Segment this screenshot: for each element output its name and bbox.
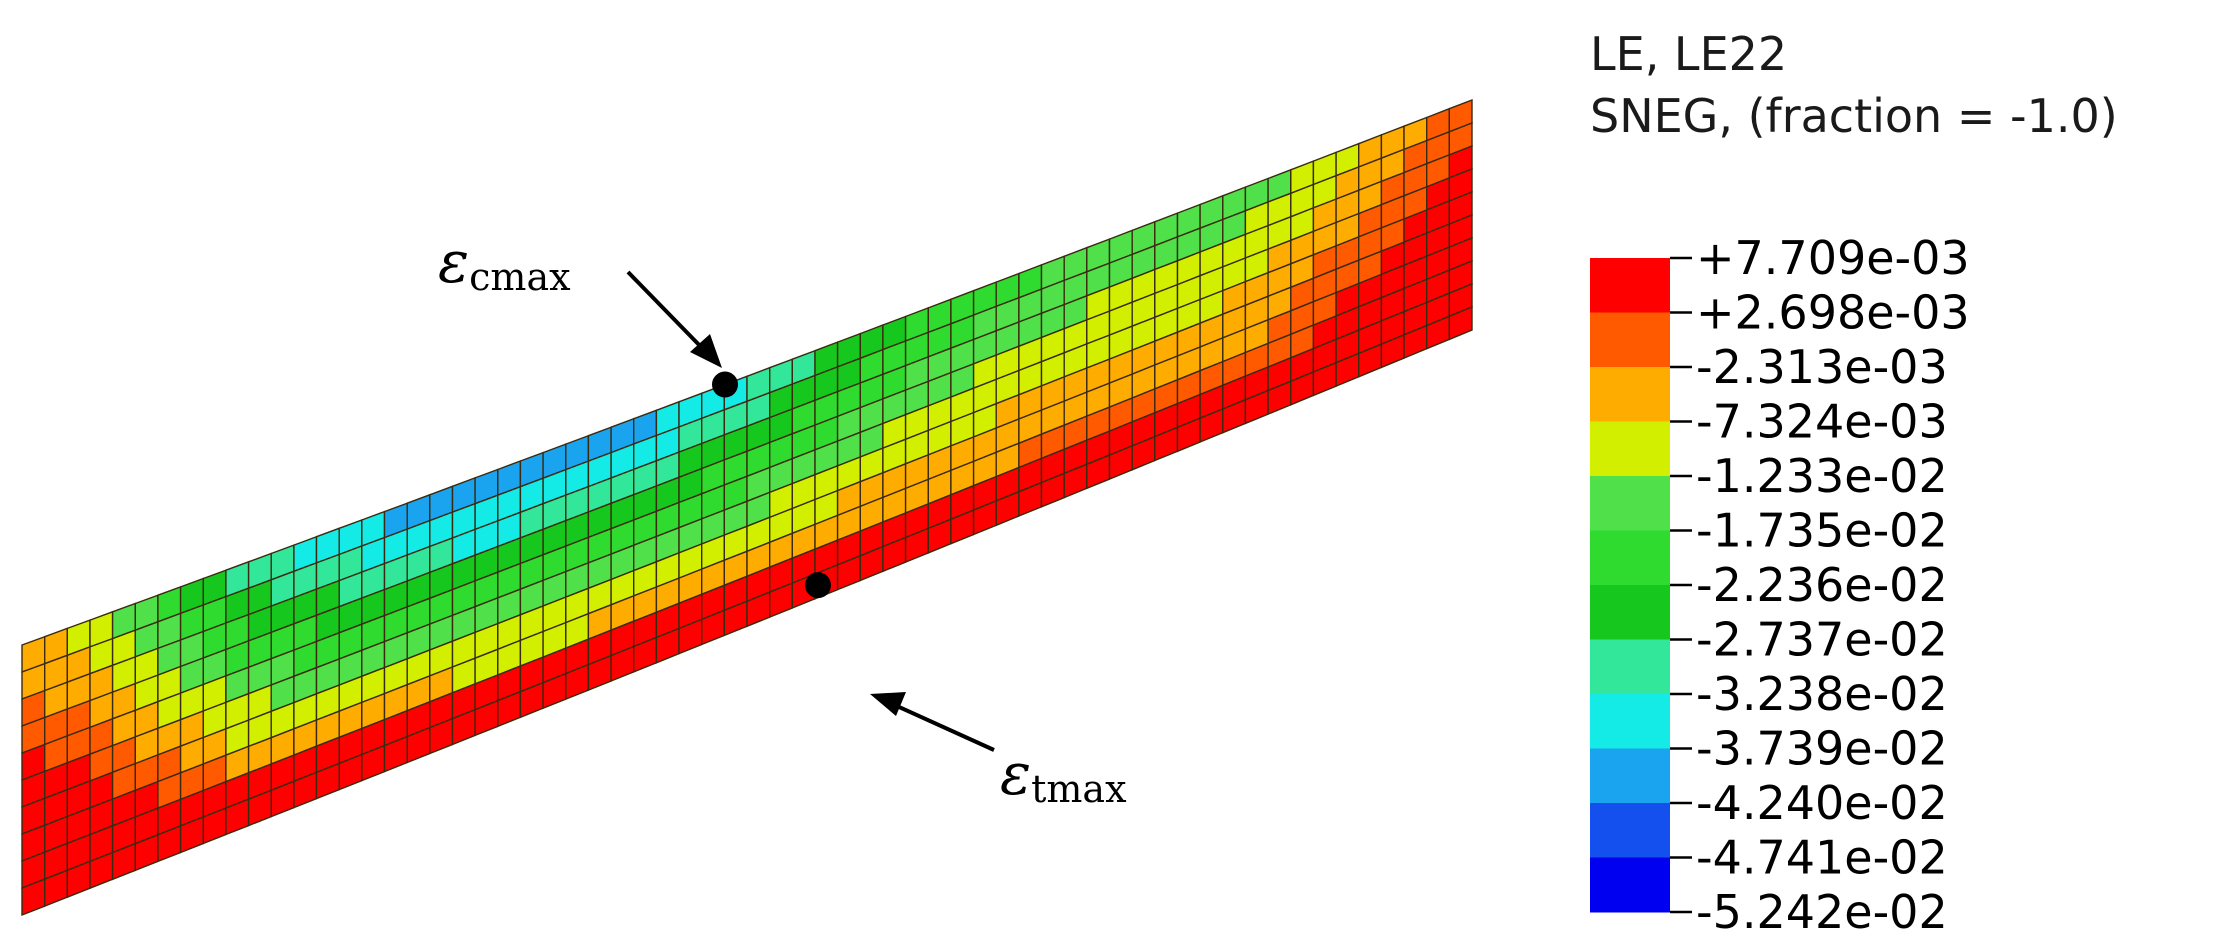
legend-band — [1590, 803, 1670, 858]
legend-tick-label: -2.737e-02 — [1696, 613, 1948, 667]
legend-band — [1590, 748, 1670, 804]
legend-tick-label: -4.741e-02 — [1696, 831, 1948, 885]
max-tension-point — [805, 572, 831, 599]
legend: LE, LE22 SNEG, (fraction = -1.0) +7.709e… — [1590, 27, 2118, 939]
compression-arrowhead — [690, 334, 722, 368]
legend-tick-label: -1.233e-02 — [1696, 449, 1948, 503]
legend-tick-label: -2.313e-03 — [1696, 340, 1948, 394]
legend-band — [1590, 857, 1670, 913]
legend-color-bar — [1590, 258, 1670, 913]
legend-tick-label: -5.242e-02 — [1696, 885, 1948, 939]
legend-tick-label: +7.709e-03 — [1696, 231, 1970, 285]
legend-tick-label: -2.236e-02 — [1696, 558, 1948, 612]
compression-arrow — [626, 270, 708, 354]
legend-tick-label: -1.735e-02 — [1696, 504, 1948, 558]
legend-band — [1590, 585, 1670, 640]
legend-tick-label: -4.240e-02 — [1696, 776, 1948, 830]
tension-arrowhead — [870, 692, 906, 716]
legend-band — [1590, 694, 1670, 749]
compression-label: εcmax — [438, 228, 571, 299]
legend-band — [1590, 421, 1670, 477]
legend-band — [1590, 639, 1670, 695]
legend-ticks: +7.709e-03+2.698e-03-2.313e-03-7.324e-03… — [1670, 231, 1970, 939]
compression-annotation: εcmax — [438, 228, 722, 368]
legend-band — [1590, 476, 1670, 531]
legend-band — [1590, 367, 1670, 422]
legend-band — [1590, 530, 1670, 586]
max-compression-point — [712, 371, 738, 398]
mesh-element — [1448, 305, 1473, 341]
tension-label: εtmax — [1000, 740, 1127, 811]
legend-tick-label: -3.238e-02 — [1696, 667, 1948, 721]
legend-band — [1590, 258, 1670, 313]
tension-arrow — [887, 700, 995, 752]
legend-band — [1590, 312, 1670, 368]
legend-title-line2: SNEG, (fraction = -1.0) — [1590, 89, 2118, 143]
legend-title-line1: LE, LE22 — [1590, 27, 1787, 81]
legend-tick-label: -7.324e-03 — [1696, 395, 1948, 449]
beam-mesh — [21, 98, 1473, 917]
legend-tick-label: +2.698e-03 — [1696, 286, 1970, 340]
legend-tick-label: -3.739e-02 — [1696, 722, 1948, 776]
tension-annotation: εtmax — [870, 692, 1127, 811]
